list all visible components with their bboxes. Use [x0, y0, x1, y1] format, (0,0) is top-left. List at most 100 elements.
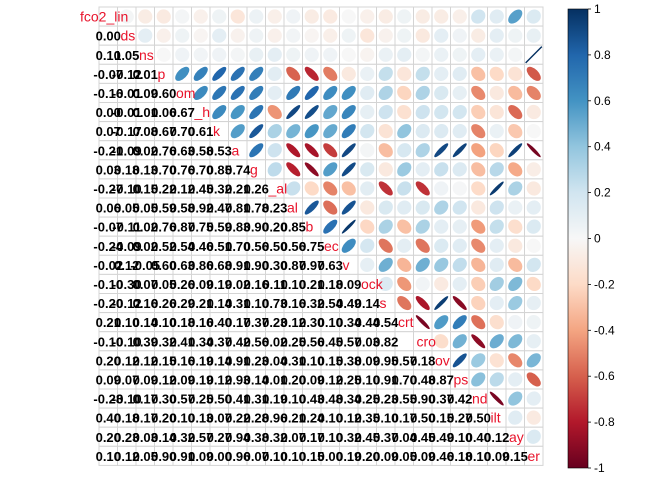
correlation-ellipse: g / ock: 0.16 — [360, 162, 375, 177]
correlation-value-label: 0.46 — [188, 239, 213, 254]
correlation-ellipse: al / ps: 0.2 — [452, 200, 467, 215]
correlation-value-label: 0.63 — [170, 258, 195, 273]
correlation-value-label: 0.12 — [133, 353, 158, 368]
diagonal-variable-label: p — [158, 66, 166, 82]
correlation-value-label: 0.91 — [373, 372, 398, 387]
correlation-ellipse: g / nd: -0.31 — [471, 162, 486, 177]
correlation-value-label: -0.02 — [93, 258, 123, 273]
correlation-value-label: 0.04 — [392, 430, 418, 445]
correlation-value-label: 0.25 — [281, 334, 306, 349]
correlation-ellipse: ds / crt: 0.05 — [397, 28, 412, 43]
correlation-ellipse: ns / ilt: 0.07 — [489, 47, 504, 62]
correlation-value-label: 0.76 — [151, 143, 176, 158]
correlation-value-label: -0.01 — [112, 105, 142, 120]
correlation-ellipse: _h / cro: 0.21 — [415, 104, 430, 120]
correlation-value-label: 0.07 — [114, 372, 139, 387]
correlation-value-label: 0.01 — [133, 105, 158, 120]
correlation-ellipse: ns / b: 0.04 — [304, 47, 319, 62]
correlation-ellipse: a / ov: 0.91 — [434, 143, 449, 158]
correlation-value-label: 0.17 — [133, 392, 158, 407]
correlation-value-label: 0.76 — [151, 220, 176, 235]
correlation-value-label: 0.75 — [188, 220, 213, 235]
correlation-value-label: 0.54 — [373, 315, 399, 330]
correlation-ellipse: ns / ay: 0.02 — [508, 47, 523, 62]
correlation-ellipse: ps / er: -0.6 — [526, 372, 541, 387]
correlation-value-label: 0.41 — [225, 392, 250, 407]
correlation-ellipse: p / crt: -0.12 — [397, 66, 412, 81]
correlation-ellipse: fco2_lin / s: -0.08 — [378, 9, 393, 24]
correlation-ellipse: ns / al: 0.05 — [286, 47, 301, 62]
diagonal-variable-label: b — [306, 219, 314, 235]
correlation-value-label: 0.20 — [355, 449, 380, 464]
correlation-value-label: 0.22 — [225, 411, 250, 426]
correlation-value-label: 0.60 — [151, 258, 176, 273]
correlation-ellipse: ds / cro: -0.1 — [415, 28, 430, 43]
correlation-value-label: 0.26 — [151, 296, 176, 311]
correlation-ellipse: ds / s: -0.04 — [378, 28, 393, 43]
correlation-ellipse: al / ec: -0.56 — [323, 200, 338, 215]
correlation-value-label: 0.56 — [244, 334, 269, 349]
correlation-ellipse: nd / er: 0.1 — [526, 391, 541, 406]
diagonal-variable-label: ay — [509, 429, 524, 445]
correlation-value-label: 0.27 — [207, 430, 232, 445]
correlation-ellipse: v / ay: -0.32 — [508, 257, 523, 272]
correlation-value-label: 0.70 — [170, 124, 195, 139]
correlation-ellipse: fco2_lin / cro: -0.08 — [415, 9, 430, 24]
colorbar-legend: 1 0.8 0.6 0.4 0.2 0 -0.2 -0.4 -0.6 -0.8 -1 — [567, 2, 615, 475]
correlation-ellipse: _h / ov: 0.19 — [434, 104, 449, 120]
correlation-ellipse: _al / ov: 0.04 — [434, 181, 449, 196]
correlation-value-label: 0.01 — [262, 372, 287, 387]
diagonal-variable-label: _al — [268, 180, 288, 196]
correlation-value-label: 0.15 — [299, 449, 324, 464]
correlation-value-label: 0.19 — [336, 449, 361, 464]
correlation-value-label: 0.15 — [318, 353, 343, 368]
diagonal-variable-labels: fco2_lindsnspom_hkag_alalbecvockscrtcroo… — [80, 9, 540, 464]
correlation-ellipse: fco2_lin / ec: -0.09 — [323, 9, 338, 24]
correlation-value-label: 0.00 — [318, 449, 343, 464]
correlation-value-label: 0.37 — [244, 315, 269, 330]
correlation-ellipse: ec / ov: 0.15 — [434, 238, 449, 253]
correlation-ellipse: g / crt: 0.37 — [397, 162, 412, 177]
colorbar-tick-label: 1 — [594, 2, 601, 16]
correlation-value-label: 0.45 — [355, 430, 380, 445]
correlation-value-label: 0.22 — [151, 181, 176, 196]
correlation-value-label: 0.32 — [207, 181, 232, 196]
correlation-ellipse: v / er: 0.19 — [526, 257, 541, 272]
correlation-value-label: 0.15 — [429, 411, 454, 426]
correlation-ellipse: ec / s: -0.54 — [378, 238, 393, 253]
correlation-value-label: 0.00 — [96, 29, 121, 44]
correlation-ellipse: g / er: -0.07 — [526, 162, 541, 177]
correlation-value-label: 0.23 — [244, 353, 269, 368]
correlation-ellipse: g / s: -0.1 — [378, 162, 393, 177]
correlation-value-label: 0.82 — [373, 334, 398, 349]
correlation-ellipse: b / ock: -0.21 — [360, 219, 375, 234]
correlation-value-label: 0.10 — [281, 277, 306, 292]
correlation-ellipse: ds / ov: 0.1 — [434, 28, 449, 43]
correlation-value-label: 0.10 — [373, 411, 398, 426]
colorbar-tick-label: 0.6 — [594, 94, 611, 108]
correlation-ellipse: p / ov: 0.1 — [434, 66, 449, 81]
correlation-value-label: 0.70 — [225, 239, 250, 254]
correlation-value-label: 0.13 — [133, 162, 158, 177]
correlation-value-label: 0.14 — [207, 353, 233, 368]
correlation-value-label: 0.00 — [207, 449, 232, 464]
correlation-value-label: 0.18 — [318, 277, 343, 292]
correlation-ellipse: ds / p: -0.05 — [156, 28, 171, 43]
correlation-value-label: 0.17 — [225, 315, 250, 330]
correlation-ellipse: ock / ps: 0.1 — [452, 276, 467, 292]
correlation-value-label: 0.20 — [281, 372, 306, 387]
correlation-value-label: 0.31 — [244, 392, 269, 407]
correlation-ellipse: ock / cro: 0.03 — [415, 276, 430, 292]
correlation-value-label: 0.51 — [207, 239, 232, 254]
correlation-value-label: 0.14 — [355, 296, 381, 311]
correlation-ellipse: b / ilt: 0.24 — [489, 219, 504, 234]
correlation-value-label: 0.50 — [410, 411, 435, 426]
correlation-ellipse: ns / om: 0.04 — [175, 47, 190, 62]
correlation-value-label: 0.45 — [410, 430, 435, 445]
correlation-value-label: 0.48 — [318, 392, 343, 407]
correlation-value-label: 0.09 — [410, 449, 435, 464]
correlation-value-label: 0.30 — [299, 315, 324, 330]
correlation-value-label: 0.03 — [133, 430, 158, 445]
correlation-ellipse: a / ock: 0.02 — [360, 143, 375, 158]
correlation-ellipse: _h / b: 0.89 — [304, 105, 319, 120]
